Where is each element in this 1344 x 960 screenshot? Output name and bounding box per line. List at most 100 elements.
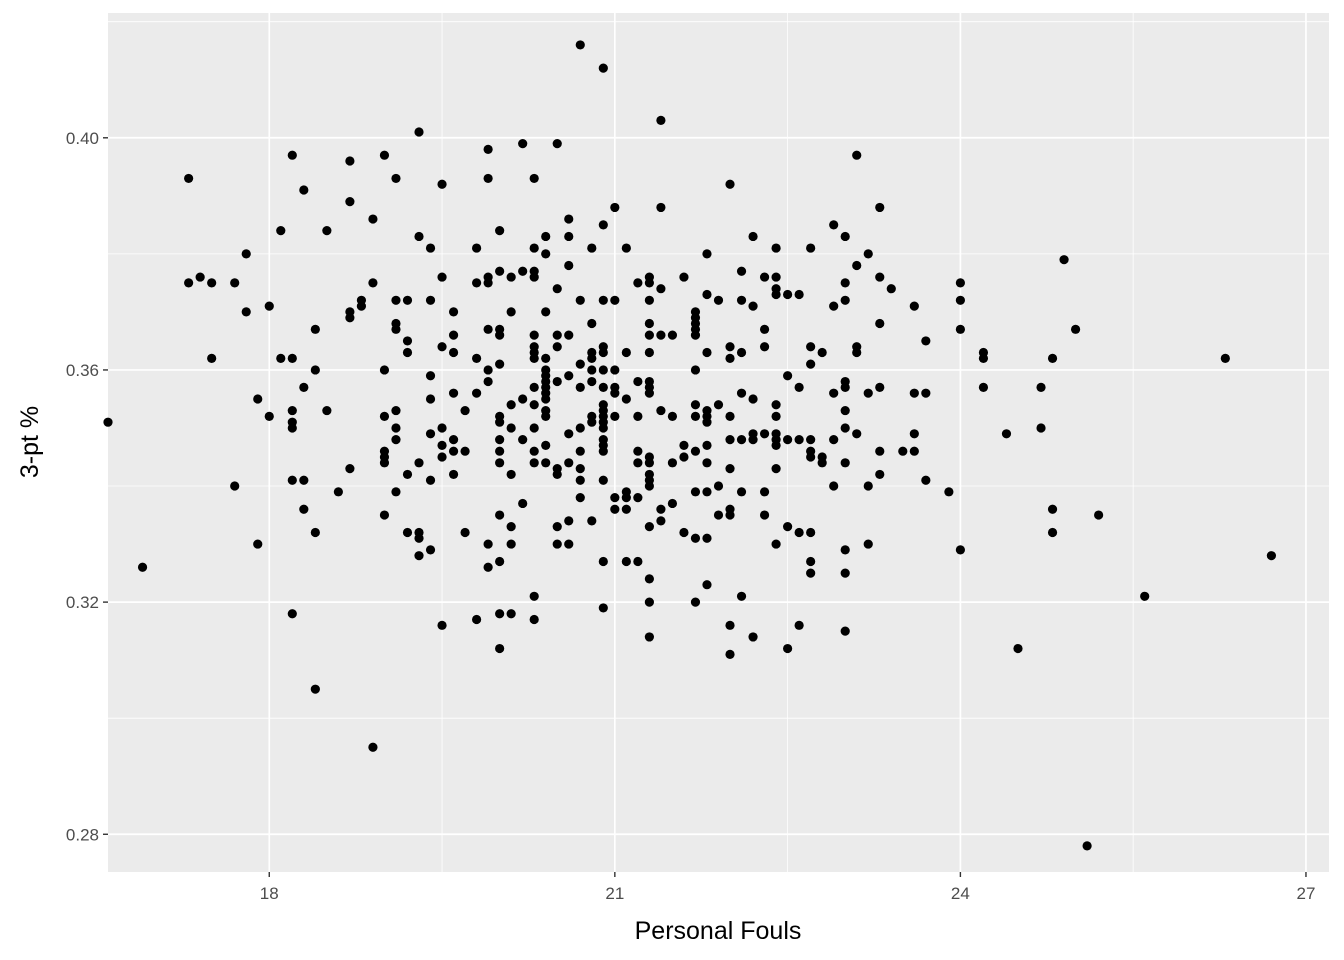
data-point: [759, 487, 770, 497]
data-point: [702, 533, 712, 543]
data-point: [1070, 324, 1081, 334]
data-point: [598, 423, 608, 433]
data-point: [575, 359, 585, 369]
data-point: [391, 324, 401, 334]
data-point: [748, 301, 758, 311]
data-point: [644, 632, 654, 642]
data-point: [598, 347, 608, 358]
data-point: [287, 353, 297, 363]
data-point: [437, 620, 447, 630]
data-point: [598, 365, 608, 375]
data-point: [345, 313, 355, 323]
data-point: [690, 446, 701, 456]
data-point: [564, 458, 574, 468]
data-point: [702, 417, 712, 427]
data-point: [1001, 429, 1012, 439]
data-point: [1013, 643, 1023, 654]
data-point: [886, 284, 896, 294]
data-point: [391, 434, 401, 445]
data-point: [472, 353, 482, 363]
data-point: [621, 394, 631, 404]
data-point: [518, 394, 528, 404]
data-point: [379, 150, 390, 160]
data-point: [644, 347, 654, 358]
data-point: [667, 458, 678, 468]
data-point: [840, 458, 850, 468]
data-point: [402, 469, 413, 480]
data-point: [621, 243, 631, 253]
data-point: [437, 179, 447, 189]
data-point: [875, 202, 885, 213]
data-point: [1047, 504, 1058, 514]
data-point: [207, 353, 217, 363]
data-point: [759, 510, 770, 520]
data-point: [575, 423, 585, 433]
data-point: [541, 411, 551, 421]
data-point: [391, 405, 401, 416]
data-point: [529, 173, 539, 184]
data-point: [299, 185, 309, 195]
data-point: [598, 603, 608, 613]
data-point: [644, 522, 654, 532]
data-point: [736, 347, 747, 358]
data-point: [448, 307, 459, 317]
data-point: [368, 278, 378, 288]
data-point: [575, 382, 585, 392]
data-point: [863, 249, 873, 259]
data-point: [103, 417, 113, 427]
data-point: [287, 475, 297, 485]
x-axis-ticks: 18 21 24 27: [260, 872, 1316, 903]
data-point: [437, 423, 447, 433]
data-point: [598, 63, 608, 73]
data-point: [771, 440, 781, 451]
data-point: [656, 202, 666, 213]
data-point: [391, 423, 401, 433]
data-point: [921, 336, 931, 346]
data-point: [783, 371, 793, 381]
data-point: [564, 260, 574, 271]
data-point: [725, 179, 735, 189]
data-point: [633, 278, 643, 288]
data-point: [863, 481, 873, 491]
data-point: [621, 556, 631, 567]
data-point: [472, 614, 482, 625]
data-point: [495, 359, 505, 369]
data-point: [414, 533, 424, 543]
data-point: [1266, 551, 1277, 561]
x-tick-label: 27: [1297, 884, 1316, 903]
data-point: [598, 295, 608, 305]
data-point: [690, 487, 701, 497]
data-point: [529, 458, 539, 468]
data-point: [575, 40, 585, 50]
data-point: [736, 388, 747, 398]
data-point: [575, 464, 585, 474]
data-point: [633, 493, 643, 503]
y-tick-label: 0.36: [66, 361, 99, 380]
data-point: [656, 516, 666, 526]
data-point: [840, 231, 850, 242]
data-point: [495, 609, 505, 619]
plot-panel: [108, 13, 1329, 872]
data-point: [299, 382, 309, 392]
data-point: [253, 394, 263, 404]
data-point: [564, 214, 574, 224]
data-point: [1094, 510, 1104, 520]
data-point: [829, 220, 839, 230]
data-point: [736, 591, 747, 601]
data-point: [483, 144, 493, 154]
data-point: [921, 475, 931, 485]
data-point: [402, 336, 413, 346]
data-point: [1036, 423, 1046, 433]
data-point: [495, 446, 505, 456]
data-point: [840, 626, 850, 636]
data-point: [759, 272, 770, 282]
data-point: [506, 423, 516, 433]
data-point: [955, 278, 965, 288]
data-point: [690, 400, 701, 410]
data-point: [806, 342, 816, 352]
data-point: [725, 353, 735, 363]
data-point: [759, 342, 770, 352]
data-point: [610, 388, 620, 398]
data-point: [679, 440, 689, 451]
